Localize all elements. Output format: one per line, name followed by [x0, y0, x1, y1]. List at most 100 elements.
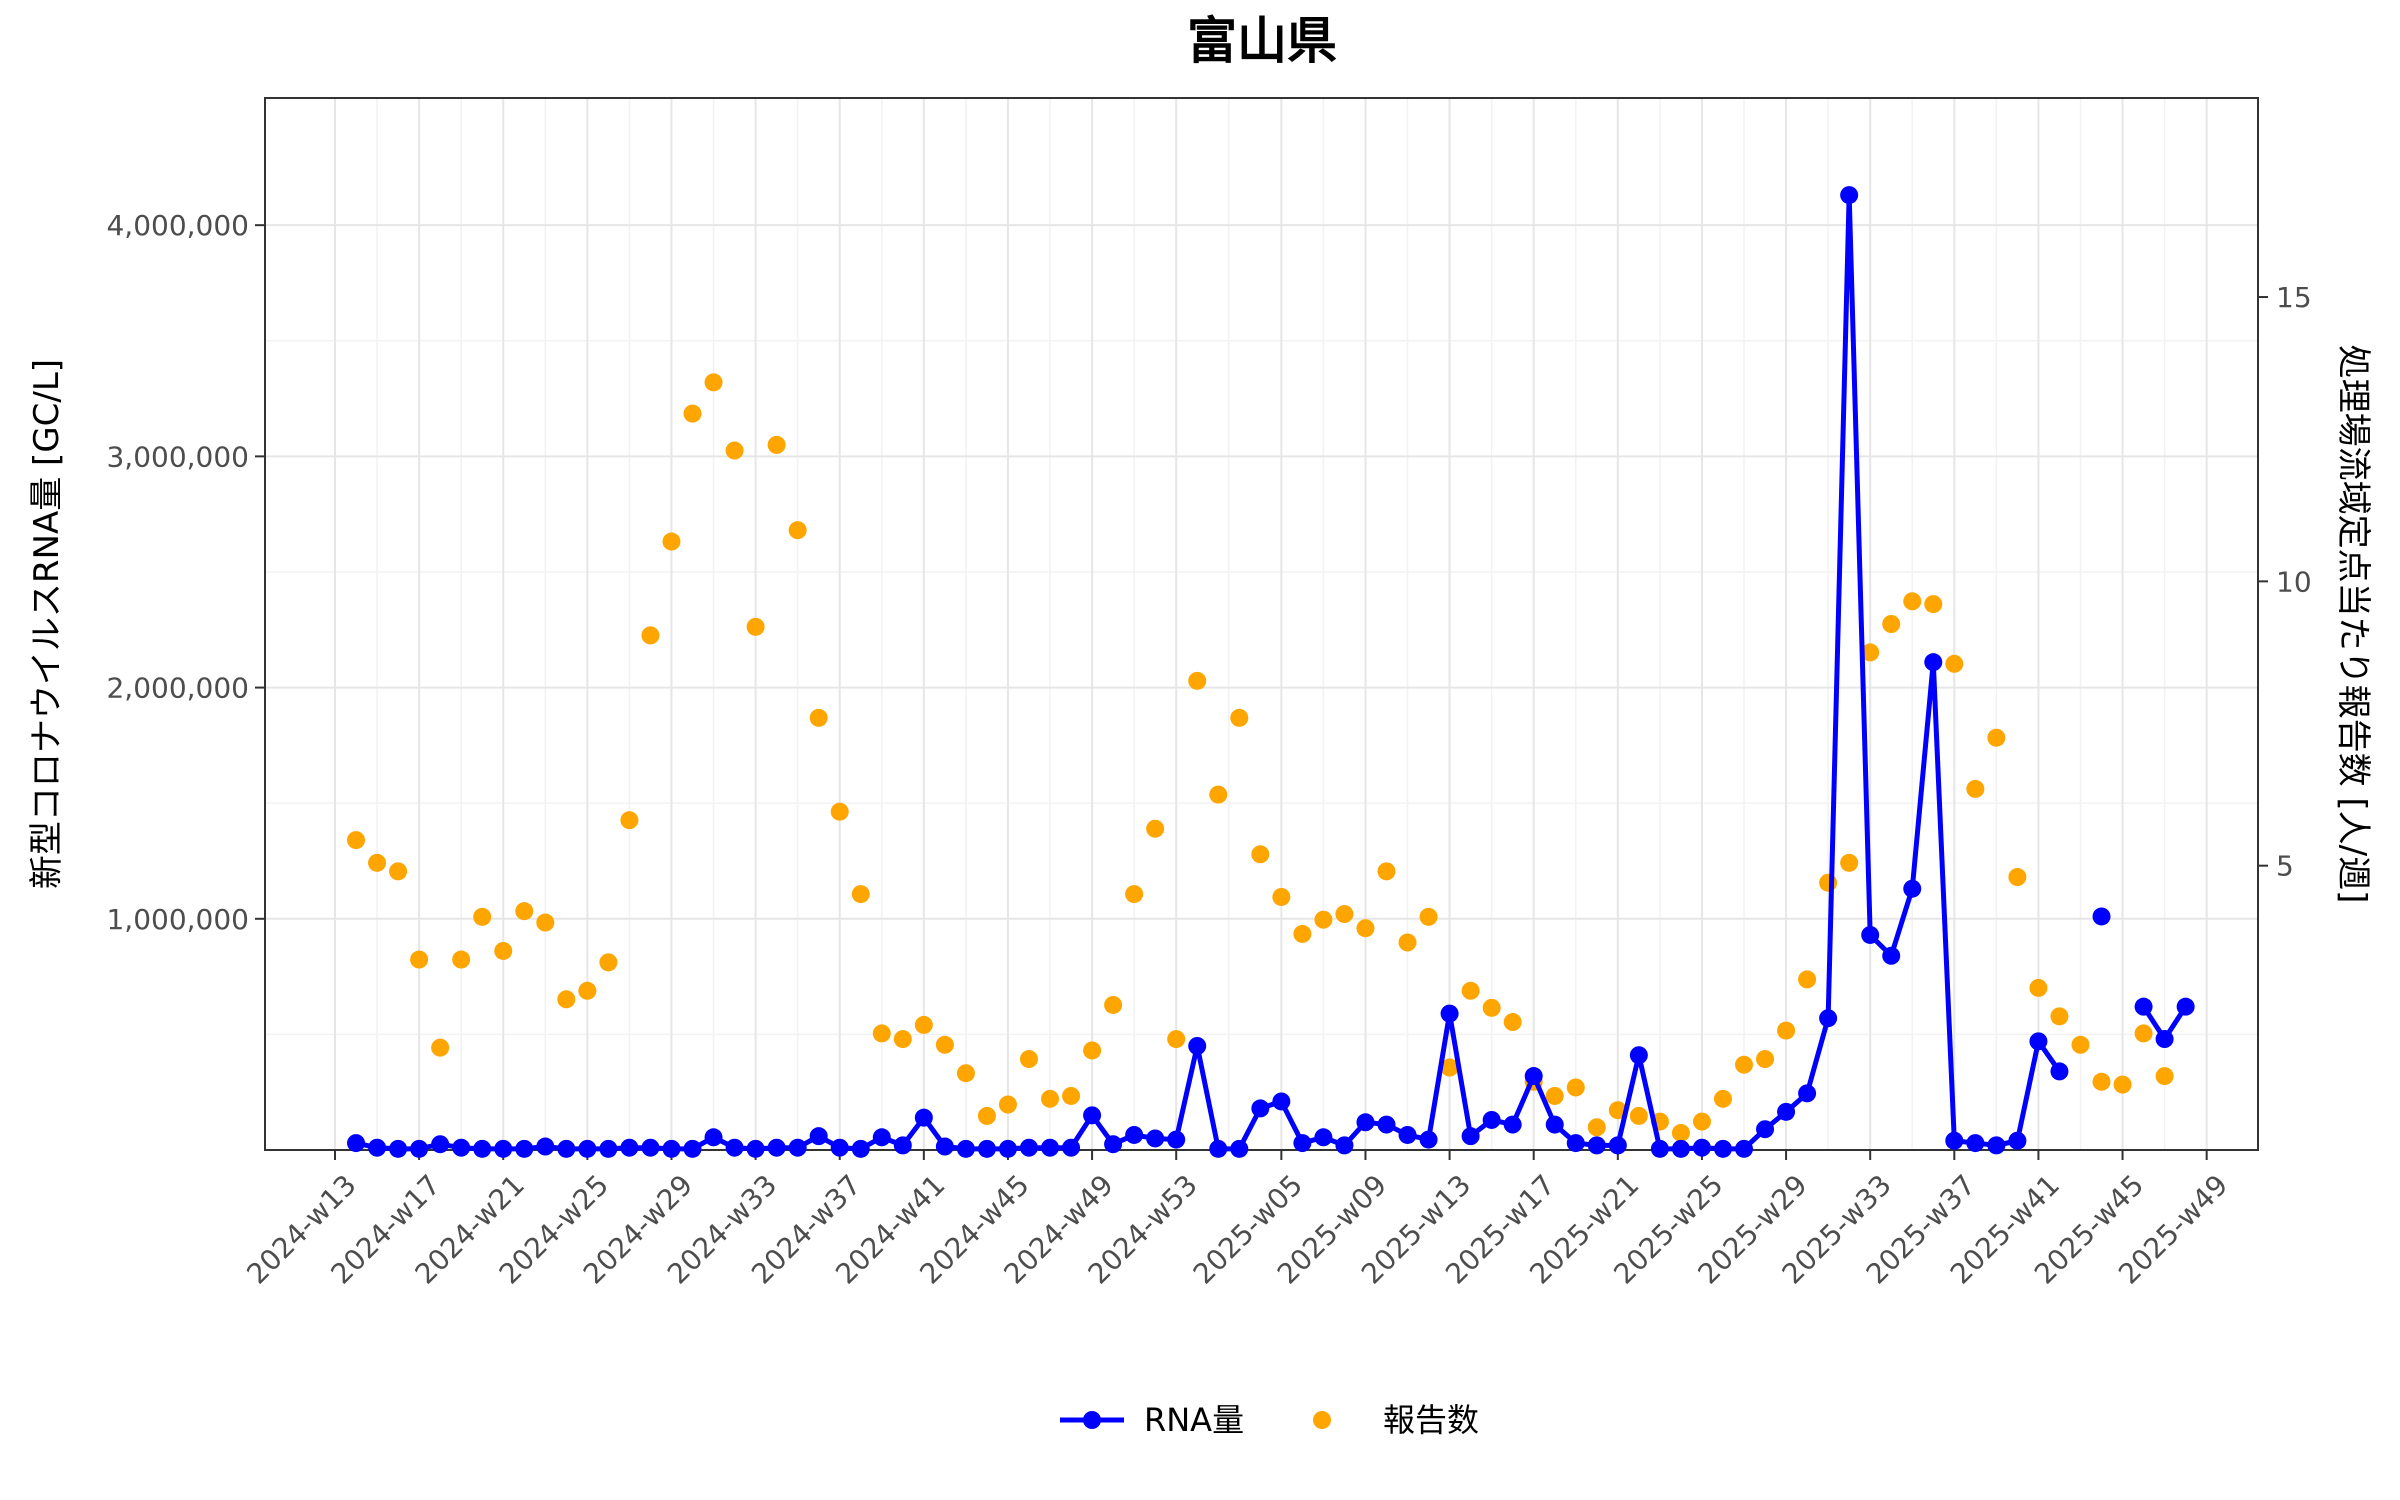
rna-point	[1062, 1138, 1081, 1157]
rna-point	[1629, 1046, 1648, 1065]
y-axis-left-title: 新型コロナウイルスRNA量 [GC/L]	[27, 359, 67, 889]
rna-point	[1041, 1138, 1060, 1157]
report-point	[1587, 1118, 1606, 1137]
report-point	[1293, 924, 1312, 943]
rna-point	[725, 1138, 744, 1157]
legend-rna-label: RNA量	[1144, 1401, 1244, 1439]
report-point	[1566, 1078, 1585, 1097]
rna-point	[1503, 1115, 1522, 1134]
rna-point	[914, 1108, 933, 1127]
rna-point	[1798, 1084, 1817, 1103]
legend: RNA量 報告数	[1060, 1401, 1479, 1439]
rna-point	[1882, 946, 1901, 965]
report-point	[746, 617, 765, 636]
rna-point	[1608, 1136, 1627, 1155]
y-left-tick-label: 4,000,000	[106, 209, 249, 242]
report-point	[1713, 1089, 1732, 1108]
rna-point	[662, 1139, 681, 1158]
rna-point	[347, 1134, 366, 1153]
rna-point	[599, 1139, 618, 1158]
report-point	[1777, 1021, 1796, 1040]
rna-point	[2134, 997, 2153, 1016]
report-point	[704, 373, 723, 392]
rna-point	[1545, 1115, 1564, 1134]
report-point	[767, 435, 786, 454]
rna-point	[1861, 925, 1880, 944]
rna-point	[557, 1139, 576, 1158]
report-point	[1966, 779, 1985, 798]
report-point	[1482, 998, 1501, 1017]
report-point	[2008, 868, 2027, 887]
report-point	[662, 532, 681, 551]
rna-point	[977, 1139, 996, 1158]
report-point	[977, 1106, 996, 1125]
rna-point	[2176, 997, 2195, 1016]
report-point	[1692, 1112, 1711, 1131]
report-point	[473, 907, 492, 926]
chart-title: 富山県	[1187, 12, 1337, 70]
rna-line	[355, 192, 2062, 1152]
rna-point	[1188, 1036, 1207, 1055]
report-point	[1188, 671, 1207, 690]
report-point	[1209, 785, 1228, 804]
report-point	[515, 902, 534, 921]
report-point	[2092, 1072, 2111, 1091]
rna-point	[1230, 1139, 1249, 1158]
rna-point	[368, 1138, 387, 1157]
rna-point	[1251, 1099, 1270, 1118]
legend-rna-point	[1083, 1411, 1101, 1429]
report-point	[956, 1064, 975, 1083]
plot-panel-border	[264, 97, 2259, 1151]
report-point	[2155, 1067, 2174, 1086]
report-point	[1314, 910, 1333, 929]
report-point	[1062, 1086, 1081, 1105]
rna-point	[452, 1138, 471, 1157]
rna-point	[935, 1137, 954, 1156]
rna-point	[431, 1135, 450, 1154]
rna-point	[1819, 1009, 1838, 1028]
report-point	[641, 626, 660, 645]
rna-point	[746, 1139, 765, 1158]
report-point	[2134, 1024, 2153, 1043]
rna-point	[1167, 1130, 1186, 1149]
report-point	[1125, 885, 1144, 904]
y-left-tick-label: 3,000,000	[106, 440, 249, 473]
report-point	[1798, 970, 1817, 989]
rna-point	[1104, 1135, 1123, 1154]
report-point	[1545, 1086, 1564, 1105]
report-point	[2029, 978, 2048, 997]
report-point	[1104, 995, 1123, 1014]
report-point	[1356, 919, 1375, 938]
report-point	[725, 441, 744, 460]
rna-point	[410, 1139, 429, 1158]
report-point	[536, 913, 555, 932]
rna-point	[494, 1139, 513, 1158]
report-point	[1819, 873, 1838, 892]
rna-point	[2008, 1131, 2027, 1150]
rna-point	[851, 1139, 870, 1158]
rna-point	[1524, 1067, 1543, 1086]
rna-point	[872, 1128, 891, 1147]
report-point	[1461, 981, 1480, 1000]
report-point	[1083, 1041, 1102, 1060]
rna-point	[1377, 1115, 1396, 1134]
report-point	[431, 1038, 450, 1057]
rna-point	[1398, 1125, 1417, 1144]
rna-point	[1482, 1110, 1501, 1129]
rna-point	[830, 1138, 849, 1157]
rna-point	[956, 1139, 975, 1158]
rna-point	[1777, 1102, 1796, 1121]
report-point	[410, 950, 429, 969]
rna-point	[1356, 1113, 1375, 1132]
report-point	[1735, 1055, 1754, 1074]
rna-point	[536, 1137, 555, 1156]
rna-point	[1461, 1127, 1480, 1146]
rna-point	[1293, 1134, 1312, 1153]
rna-point	[1587, 1136, 1606, 1155]
report-point	[1756, 1050, 1775, 1069]
rna-point	[389, 1139, 408, 1158]
y-axis-left: 1,000,000 2,000,000 3,000,000 4,000,000	[106, 209, 265, 936]
rna-point	[2155, 1030, 2174, 1049]
